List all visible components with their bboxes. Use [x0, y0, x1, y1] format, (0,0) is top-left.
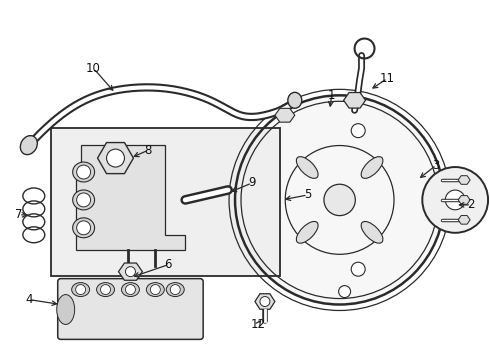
- Polygon shape: [458, 216, 470, 224]
- Polygon shape: [75, 145, 185, 250]
- Ellipse shape: [296, 221, 318, 243]
- Ellipse shape: [20, 136, 37, 155]
- Ellipse shape: [73, 162, 95, 182]
- Polygon shape: [275, 108, 295, 122]
- Circle shape: [150, 285, 160, 294]
- Circle shape: [351, 124, 365, 138]
- Text: 4: 4: [25, 293, 33, 306]
- Ellipse shape: [166, 283, 184, 297]
- Ellipse shape: [296, 157, 318, 179]
- Polygon shape: [119, 263, 143, 280]
- Circle shape: [76, 193, 91, 207]
- Text: 10: 10: [86, 62, 101, 75]
- Circle shape: [171, 285, 180, 294]
- Circle shape: [106, 149, 124, 167]
- Text: 2: 2: [467, 198, 475, 211]
- Circle shape: [125, 285, 135, 294]
- Ellipse shape: [72, 283, 90, 297]
- Circle shape: [260, 297, 270, 306]
- Polygon shape: [458, 195, 470, 204]
- Text: 9: 9: [248, 176, 256, 189]
- Circle shape: [339, 285, 350, 298]
- Circle shape: [324, 184, 355, 216]
- Circle shape: [75, 285, 86, 294]
- Ellipse shape: [73, 190, 95, 210]
- Circle shape: [422, 167, 488, 233]
- Polygon shape: [343, 93, 366, 108]
- Ellipse shape: [97, 283, 115, 297]
- Bar: [51, 128, 280, 276]
- Circle shape: [445, 190, 465, 210]
- Circle shape: [76, 165, 91, 179]
- Circle shape: [351, 262, 365, 276]
- Text: 6: 6: [165, 258, 172, 271]
- Text: 3: 3: [433, 158, 440, 172]
- Circle shape: [235, 95, 444, 305]
- Ellipse shape: [361, 157, 383, 179]
- Ellipse shape: [361, 221, 383, 243]
- Polygon shape: [98, 143, 133, 174]
- FancyBboxPatch shape: [58, 279, 203, 339]
- Ellipse shape: [73, 218, 95, 238]
- Circle shape: [125, 267, 135, 276]
- Ellipse shape: [147, 283, 164, 297]
- Circle shape: [100, 285, 111, 294]
- Text: 1: 1: [328, 89, 336, 102]
- Ellipse shape: [57, 294, 74, 324]
- Polygon shape: [255, 294, 275, 309]
- Ellipse shape: [122, 283, 140, 297]
- Text: 7: 7: [15, 208, 23, 221]
- Text: 5: 5: [304, 188, 312, 202]
- Text: 8: 8: [145, 144, 152, 157]
- Ellipse shape: [288, 92, 302, 108]
- Polygon shape: [458, 176, 470, 184]
- Circle shape: [76, 221, 91, 235]
- Text: 12: 12: [250, 318, 266, 331]
- Text: 11: 11: [380, 72, 395, 85]
